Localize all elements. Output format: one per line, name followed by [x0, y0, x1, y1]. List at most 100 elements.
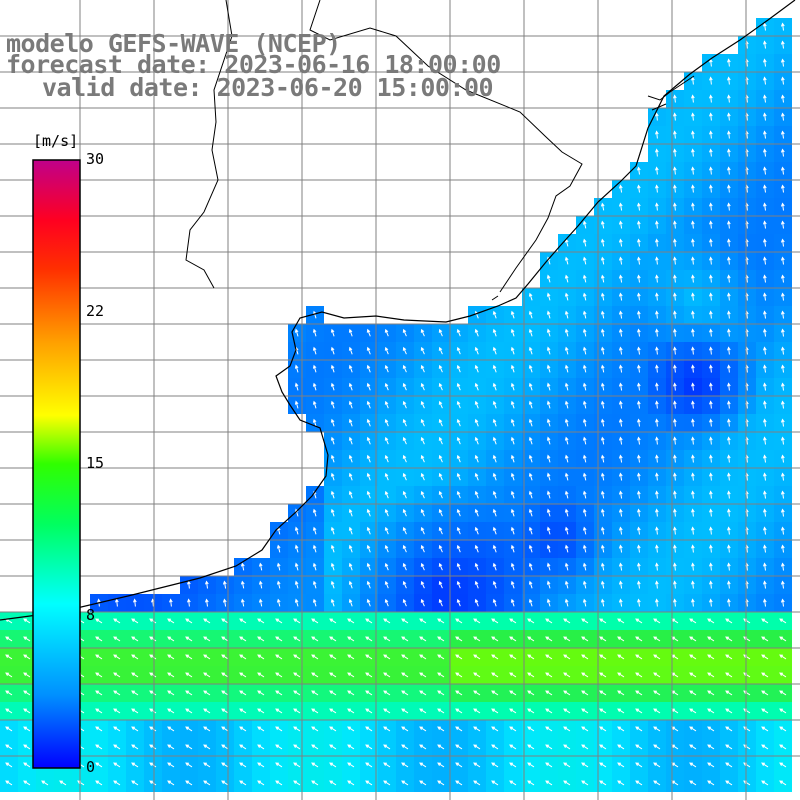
wind-arrow: [419, 672, 427, 678]
wind-arrow: [419, 690, 427, 696]
wind-arrow: [618, 508, 623, 517]
wind-arrow: [545, 726, 553, 732]
wind-arrow: [581, 726, 589, 732]
wind-arrow: [618, 562, 623, 571]
wind-arrow: [617, 726, 625, 732]
wind-arrow: [23, 618, 31, 624]
wind-arrow: [240, 562, 245, 571]
wind-arrow: [528, 526, 533, 535]
wind-arrow: [725, 618, 733, 624]
wind-arrow: [420, 490, 425, 499]
wind-arrow: [637, 490, 641, 499]
wind-arrow: [691, 310, 695, 319]
wind-arrow: [763, 292, 767, 301]
wind-arrow: [510, 562, 515, 571]
wind-arrow: [563, 690, 571, 696]
wind-arrow: [564, 382, 569, 391]
wind-arrow: [510, 454, 515, 463]
wind-arrow: [257, 618, 265, 624]
wind-arrow: [761, 708, 769, 714]
wind-arrow: [761, 780, 769, 786]
wind-arrow: [437, 636, 445, 642]
wind-arrow: [95, 726, 103, 732]
wind-arrow: [456, 598, 461, 607]
wind-arrow: [330, 544, 335, 553]
wind-arrow: [384, 598, 389, 607]
wind-arrow: [581, 618, 589, 624]
wind-arrow: [691, 346, 695, 355]
wind-arrow: [240, 580, 245, 589]
wind-arrow: [763, 400, 767, 409]
wind-arrow: [402, 364, 407, 373]
wind-arrow: [709, 130, 713, 139]
wind-arrow: [239, 726, 247, 732]
wind-arrow: [691, 436, 695, 445]
wind-arrow: [23, 672, 31, 678]
wind-arrow: [564, 454, 569, 463]
wind-arrow: [673, 202, 677, 211]
wind-arrow: [725, 780, 733, 786]
wind-arrow: [167, 636, 175, 642]
wind-arrow: [113, 654, 121, 660]
wind-arrow: [438, 382, 443, 391]
wind-arrow: [330, 328, 335, 337]
wind-arrow: [779, 726, 787, 732]
wind-arrow: [473, 618, 481, 624]
wind-arrow: [167, 690, 175, 696]
wind-arrow: [23, 654, 31, 660]
wind-arrow: [510, 598, 515, 607]
wind-arrow: [673, 598, 677, 607]
wind-arrow: [673, 328, 677, 337]
wind-arrow: [655, 238, 659, 247]
wind-arrow: [763, 40, 767, 49]
wind-arrow: [437, 744, 445, 750]
wind-arrow: [780, 58, 785, 67]
wind-arrow: [635, 618, 643, 624]
wind-arrow: [402, 436, 407, 445]
wind-arrow: [167, 618, 175, 624]
wind-arrow: [637, 292, 641, 301]
wind-arrow: [221, 744, 229, 750]
wind-arrow: [365, 690, 373, 696]
wind-arrow: [546, 292, 551, 301]
wind-arrow: [23, 762, 31, 768]
wind-arrow: [133, 598, 137, 607]
wind-arrow: [780, 184, 785, 193]
wind-arrow: [205, 580, 209, 589]
wind-arrow: [564, 472, 569, 481]
wind-arrow: [635, 762, 643, 768]
wind-arrow: [763, 112, 767, 121]
wind-arrow: [312, 310, 317, 319]
wind-arrow: [438, 328, 443, 337]
wind-arrow: [473, 744, 481, 750]
wind-arrow: [528, 454, 533, 463]
colorbar-tick-label: 0: [86, 758, 96, 776]
wind-arrow: [780, 364, 785, 373]
wind-arrow: [438, 436, 443, 445]
wind-arrow: [474, 346, 479, 355]
wind-arrow: [438, 598, 443, 607]
wind-arrow: [456, 364, 461, 373]
wind-arrow: [257, 672, 265, 678]
wind-arrow: [779, 654, 787, 660]
wind-arrow: [294, 382, 299, 391]
wind-arrow: [474, 508, 479, 517]
wind-arrow: [492, 454, 497, 463]
wind-arrow: [384, 346, 389, 355]
wind-arrow: [545, 780, 553, 786]
wind-arrow: [221, 780, 229, 786]
wind-arrow: [709, 256, 713, 265]
wind-arrow: [780, 472, 785, 481]
wind-arrow: [653, 672, 661, 678]
wind-arrow: [691, 148, 695, 157]
wind-arrow: [366, 490, 371, 499]
wind-arrow: [581, 780, 589, 786]
wind-arrow: [312, 364, 317, 373]
wind-arrow: [420, 580, 425, 589]
wind-arrow: [600, 472, 605, 481]
wind-arrow: [528, 346, 533, 355]
wind-arrow: [709, 292, 713, 301]
wind-arrow: [564, 562, 569, 571]
wind-arrow: [5, 762, 13, 768]
wind-arrow: [5, 726, 13, 732]
